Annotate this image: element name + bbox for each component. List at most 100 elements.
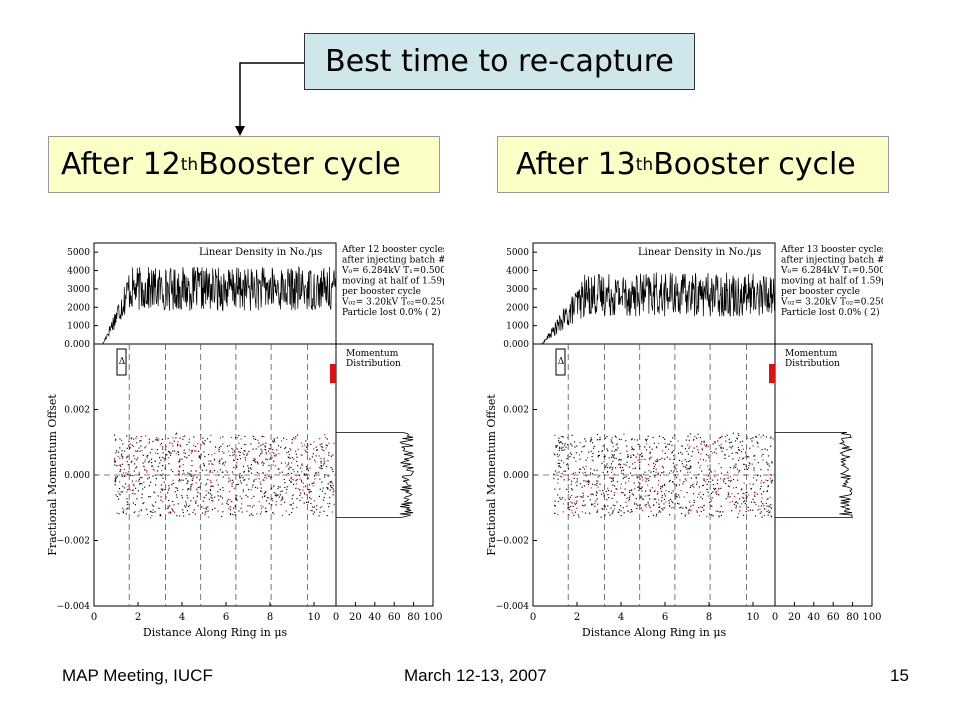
particle bbox=[115, 480, 117, 482]
particle bbox=[605, 490, 607, 493]
particle bbox=[230, 509, 232, 511]
particle bbox=[264, 475, 266, 477]
particle bbox=[199, 486, 201, 488]
particle bbox=[697, 462, 699, 464]
particle bbox=[611, 456, 613, 458]
particle bbox=[586, 457, 589, 459]
particle bbox=[147, 478, 149, 480]
particle bbox=[231, 501, 233, 503]
particle bbox=[729, 442, 731, 444]
particle bbox=[323, 476, 326, 478]
density-title: Linear Density in No./μs bbox=[199, 247, 322, 258]
particle bbox=[204, 497, 206, 499]
particle bbox=[647, 503, 649, 505]
particle bbox=[736, 438, 739, 440]
particle bbox=[761, 493, 763, 495]
particle bbox=[185, 478, 187, 480]
particle bbox=[583, 445, 585, 447]
particle bbox=[280, 491, 282, 493]
particle bbox=[129, 443, 132, 445]
particle bbox=[295, 453, 297, 455]
particle bbox=[307, 470, 310, 472]
particle bbox=[229, 506, 231, 508]
ytick-label: −0.002 bbox=[57, 537, 90, 547]
particle bbox=[612, 504, 614, 506]
particle bbox=[768, 465, 770, 467]
callout-text: Best time to re-capture bbox=[325, 44, 674, 79]
particle bbox=[732, 479, 734, 481]
particle bbox=[190, 475, 192, 477]
particle bbox=[676, 464, 678, 466]
particle bbox=[195, 500, 197, 502]
particle bbox=[638, 481, 640, 483]
particle bbox=[769, 478, 771, 480]
particle bbox=[121, 450, 123, 452]
particle bbox=[666, 456, 668, 458]
particle bbox=[154, 492, 156, 494]
particle bbox=[692, 504, 694, 506]
particle bbox=[737, 433, 739, 435]
particle bbox=[261, 435, 263, 437]
particle bbox=[734, 501, 737, 503]
particle bbox=[168, 499, 170, 502]
particle bbox=[696, 437, 698, 439]
particle bbox=[284, 462, 286, 464]
particle bbox=[584, 512, 587, 514]
particle bbox=[253, 458, 255, 460]
particle bbox=[290, 480, 292, 483]
particle bbox=[157, 470, 159, 472]
particle bbox=[558, 442, 560, 444]
particle bbox=[752, 483, 754, 485]
particle bbox=[154, 511, 156, 513]
particle bbox=[642, 479, 644, 481]
particle bbox=[644, 446, 646, 448]
particle bbox=[200, 454, 202, 456]
particle bbox=[673, 466, 675, 468]
particle bbox=[232, 473, 234, 475]
particle bbox=[234, 498, 237, 500]
particle bbox=[270, 499, 272, 501]
particle bbox=[273, 484, 275, 487]
particle bbox=[310, 509, 312, 512]
particle bbox=[323, 496, 325, 499]
particle bbox=[568, 514, 570, 516]
particle bbox=[648, 480, 650, 482]
particle bbox=[743, 474, 746, 476]
particle bbox=[663, 503, 665, 505]
particle bbox=[175, 437, 177, 439]
particle bbox=[205, 511, 207, 513]
particle bbox=[647, 484, 649, 486]
annotation-line: V₀= 6.284kV T₁=0.500μs bbox=[341, 266, 444, 276]
particle bbox=[180, 479, 182, 481]
particle bbox=[281, 496, 283, 498]
particle bbox=[562, 449, 564, 451]
particle bbox=[146, 469, 148, 472]
particle bbox=[703, 440, 705, 442]
particle bbox=[692, 483, 694, 485]
particle bbox=[307, 489, 309, 491]
particle bbox=[119, 447, 121, 449]
particle bbox=[332, 488, 334, 490]
particle bbox=[202, 500, 204, 502]
particle bbox=[243, 450, 245, 452]
particle bbox=[221, 503, 223, 505]
particle bbox=[742, 463, 745, 465]
particle bbox=[328, 442, 330, 444]
particle bbox=[290, 481, 292, 484]
particle bbox=[571, 502, 573, 504]
particle bbox=[301, 471, 303, 473]
particle bbox=[199, 466, 201, 468]
particle bbox=[121, 455, 123, 457]
particle bbox=[574, 472, 577, 474]
particle bbox=[142, 503, 144, 505]
particle bbox=[253, 438, 255, 440]
particle bbox=[682, 507, 684, 509]
particle bbox=[709, 481, 712, 483]
particle bbox=[590, 493, 592, 496]
particle bbox=[177, 444, 179, 446]
particle bbox=[619, 464, 622, 466]
particle bbox=[241, 497, 243, 500]
particle bbox=[301, 464, 303, 467]
particle bbox=[686, 468, 688, 470]
particle bbox=[583, 505, 585, 507]
